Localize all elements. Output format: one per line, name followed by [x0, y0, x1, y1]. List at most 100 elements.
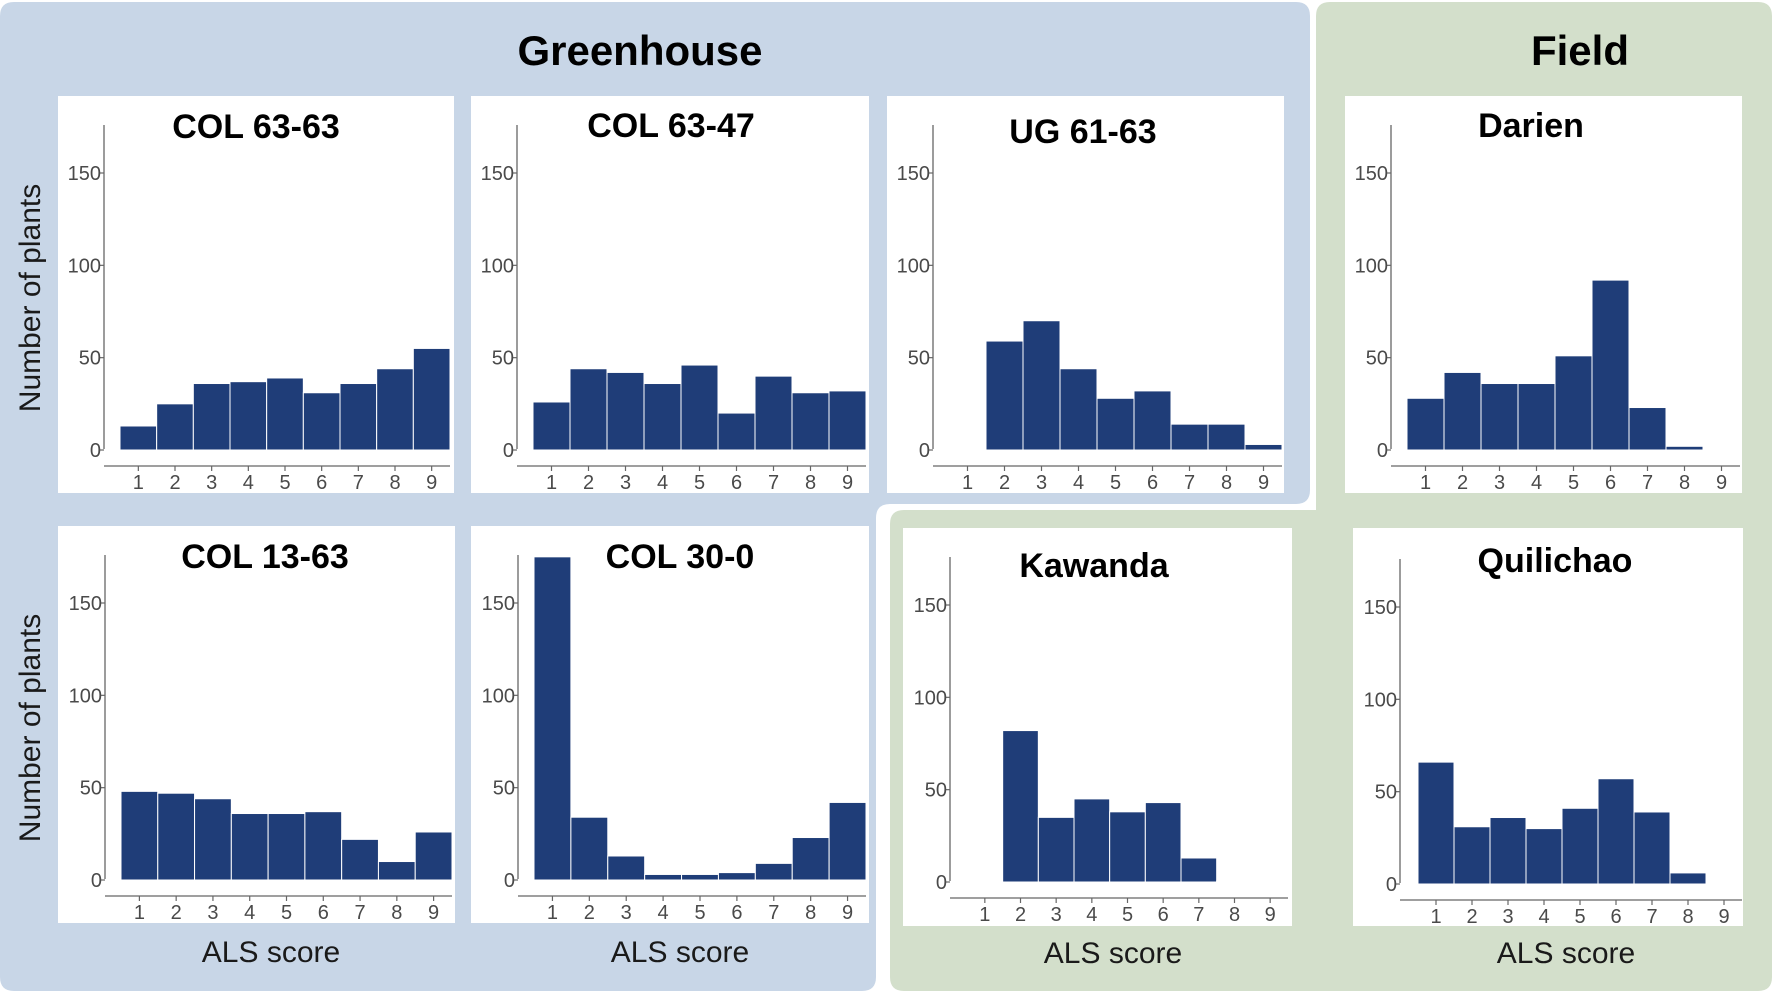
x-tick-label: 9	[1716, 472, 1727, 494]
bar	[985, 340, 1024, 451]
x-tick-label: 4	[244, 902, 255, 924]
bar	[791, 837, 830, 881]
x-tick-label: 6	[1605, 472, 1616, 494]
x-tick-label: 7	[354, 902, 365, 924]
x-tick-label: 6	[1610, 906, 1621, 928]
bar	[1216, 880, 1253, 883]
y-tick-label: 0	[919, 440, 930, 462]
y-tick-label: 150	[482, 593, 515, 615]
x-tick-label: 5	[694, 472, 705, 494]
bar	[414, 831, 453, 881]
bar	[120, 790, 159, 881]
x-tick-label: 8	[1679, 472, 1690, 494]
x-tick-label: 2	[171, 902, 182, 924]
y-tick-label: 100	[897, 255, 930, 277]
x-tick-label: 7	[768, 472, 779, 494]
y-tick-label: 0	[1377, 440, 1388, 462]
x-tick-label: 3	[620, 472, 631, 494]
bar	[1517, 383, 1556, 451]
bar	[681, 873, 719, 881]
bar	[791, 392, 830, 451]
y-tick-label: 50	[1375, 782, 1397, 804]
bar	[1591, 279, 1630, 451]
x-tick-label: 9	[1718, 906, 1729, 928]
bar	[341, 838, 379, 881]
bar	[717, 872, 756, 881]
y-axis-label: Number of plants	[14, 614, 47, 842]
x-tick-label: 5	[694, 902, 705, 924]
bar	[230, 813, 269, 881]
bar	[948, 448, 987, 451]
x-tick-label: 2	[999, 472, 1010, 494]
y-axis-label: Number of plants	[14, 184, 47, 412]
bar	[606, 371, 645, 451]
bar	[1633, 811, 1671, 885]
chart-panel: COL 63-47 0 50 100 150 1 2 3 4 5 6 7 8 9	[481, 107, 867, 494]
y-tick-label: 100	[1364, 689, 1397, 711]
x-tick-label: 6	[731, 902, 742, 924]
x-tick-label: 5	[279, 472, 290, 494]
y-tick-label: 0	[504, 870, 515, 892]
bar	[828, 390, 867, 451]
bar	[1170, 423, 1209, 451]
chart-title: COL 63-63	[172, 108, 340, 146]
x-tick-label: 8	[805, 472, 816, 494]
x-tick-label: 1	[134, 902, 145, 924]
x-tick-label: 1	[547, 902, 558, 924]
bar	[1059, 368, 1098, 451]
bar	[377, 861, 416, 881]
y-tick-label: 150	[1355, 163, 1388, 185]
bar	[339, 383, 378, 451]
chart-panel: Kawanda 0 50 100 150 1 2 3 4 5 6 7 8 9	[914, 547, 1288, 926]
bar	[754, 375, 793, 451]
bar	[754, 862, 793, 881]
x-tick-label: 3	[206, 472, 217, 494]
x-tick-label: 3	[1494, 472, 1505, 494]
x-tick-label: 4	[1073, 472, 1084, 494]
bar	[192, 383, 231, 451]
x-tick-label: 8	[389, 472, 400, 494]
y-tick-label: 50	[493, 778, 515, 800]
x-tick-label: 7	[1193, 904, 1204, 926]
y-tick-label: 50	[79, 348, 101, 370]
x-tick-label: 4	[1538, 906, 1549, 928]
y-tick-label: 150	[481, 163, 514, 185]
y-tick-label: 0	[91, 870, 102, 892]
chart-title: Quilichao	[1478, 542, 1633, 580]
x-tick-label: 5	[1568, 472, 1579, 494]
y-tick-label: 150	[69, 593, 102, 615]
bar	[570, 816, 609, 881]
x-tick-label: 9	[1258, 472, 1269, 494]
x-tick-label: 7	[1184, 472, 1195, 494]
bar	[412, 347, 451, 451]
bar	[229, 381, 268, 451]
bar	[266, 377, 304, 451]
x-tick-label: 3	[207, 902, 218, 924]
x-tick-label: 2	[583, 472, 594, 494]
bar	[607, 855, 646, 881]
bar	[1489, 817, 1527, 885]
x-tick-label: 9	[426, 472, 437, 494]
y-tick-label: 150	[68, 163, 101, 185]
x-tick-label: 4	[243, 472, 254, 494]
bar	[1597, 778, 1635, 885]
bar	[1417, 761, 1455, 885]
bar	[1180, 857, 1218, 883]
x-tick-label: 7	[353, 472, 364, 494]
bar	[376, 368, 414, 451]
chart-title: Kawanda	[1019, 547, 1169, 585]
x-tick-label: 3	[1502, 906, 1513, 928]
bar	[267, 813, 306, 881]
x-tick-label: 9	[842, 472, 853, 494]
bar	[304, 811, 343, 881]
bar	[532, 401, 571, 451]
bar	[1443, 371, 1482, 451]
y-tick-label: 0	[90, 440, 101, 462]
x-tick-label: 6	[316, 472, 327, 494]
bar	[302, 392, 341, 451]
bar	[1144, 802, 1182, 883]
y-tick-label: 150	[914, 595, 947, 617]
x-tick-label: 4	[1086, 904, 1097, 926]
x-tick-label: 1	[1430, 906, 1441, 928]
chart-title: UG 61-63	[1009, 113, 1156, 151]
